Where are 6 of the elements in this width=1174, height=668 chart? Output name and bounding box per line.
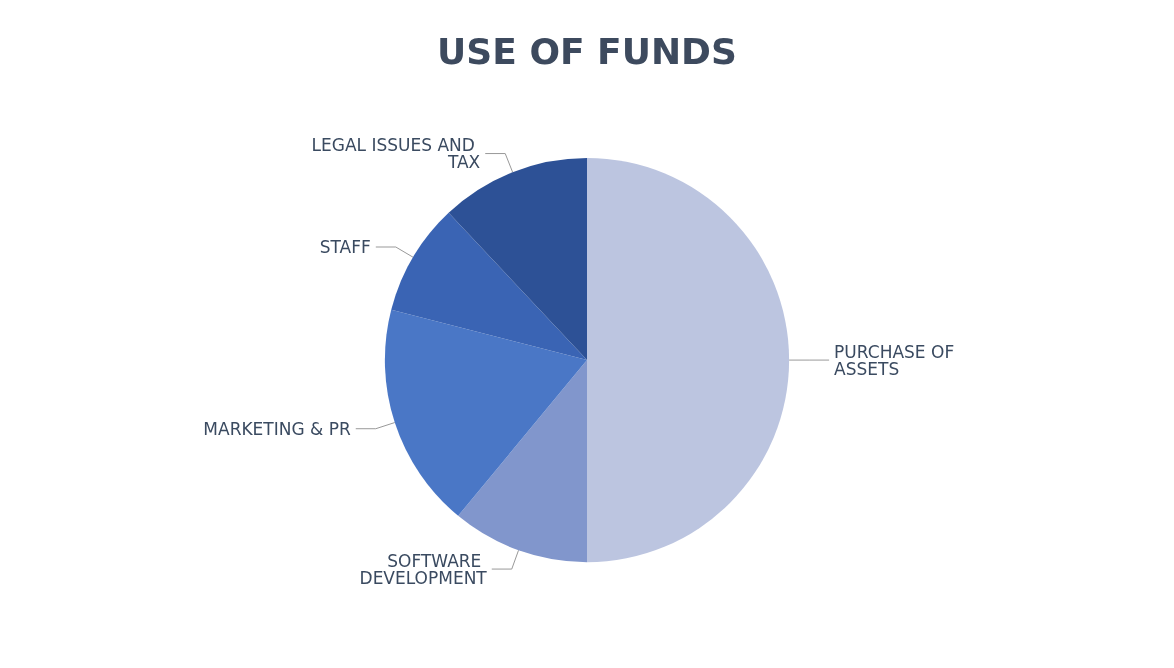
slice-label: PURCHASE OF ASSETS	[834, 341, 960, 379]
slice-label: SOFTWARE DEVELOPMENT	[359, 550, 488, 588]
slice-label: LEGAL ISSUES AND TAX	[311, 135, 481, 173]
slice-label: MARKETING & PR	[203, 418, 351, 439]
slice-label: STAFF	[319, 237, 371, 258]
chart-title: USE OF FUNDS	[437, 30, 737, 72]
